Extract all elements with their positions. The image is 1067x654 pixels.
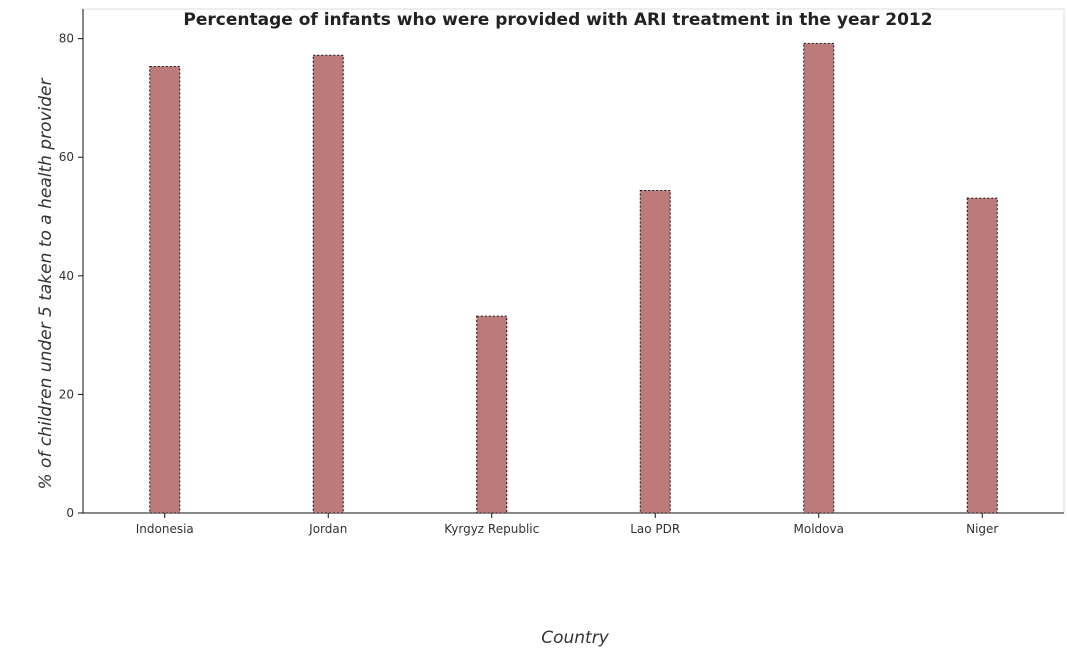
y-axis-label: % of children under 5 taken to a health … [36, 77, 56, 489]
bar-jordan [312, 54, 344, 514]
bar-indonesia [149, 66, 181, 514]
bar-kyrgyz-republic [476, 315, 508, 514]
x-tick-label: Jordan [308, 522, 347, 536]
y-tick-label: 60 [59, 150, 74, 164]
y-tick-label: 80 [59, 32, 74, 46]
y-ticks: 0 20 40 60 80 [59, 32, 83, 520]
plot-area-frame [82, 8, 1065, 514]
x-tick-label: Lao PDR [630, 522, 680, 536]
x-ticks: Indonesia Jordan Kyrgyz Republic Lao PDR Mol… [136, 513, 998, 536]
chart-title: Percentage of infants who were provided … [183, 10, 932, 30]
x-tick-label: Indonesia [136, 522, 194, 536]
x-tick-label: Kyrgyz Republic [444, 522, 539, 536]
y-tick-label: 40 [59, 269, 74, 283]
bar-moldova [803, 42, 835, 514]
x-tick-label: Niger [966, 522, 998, 536]
y-tick-label: 0 [66, 506, 74, 520]
bars [149, 42, 998, 514]
x-axis-label: Country [541, 628, 609, 648]
bar-lao-pdr [639, 189, 671, 514]
bar-niger [966, 197, 998, 514]
x-tick-label: Moldova [794, 522, 844, 536]
y-tick-label: 20 [59, 387, 74, 401]
